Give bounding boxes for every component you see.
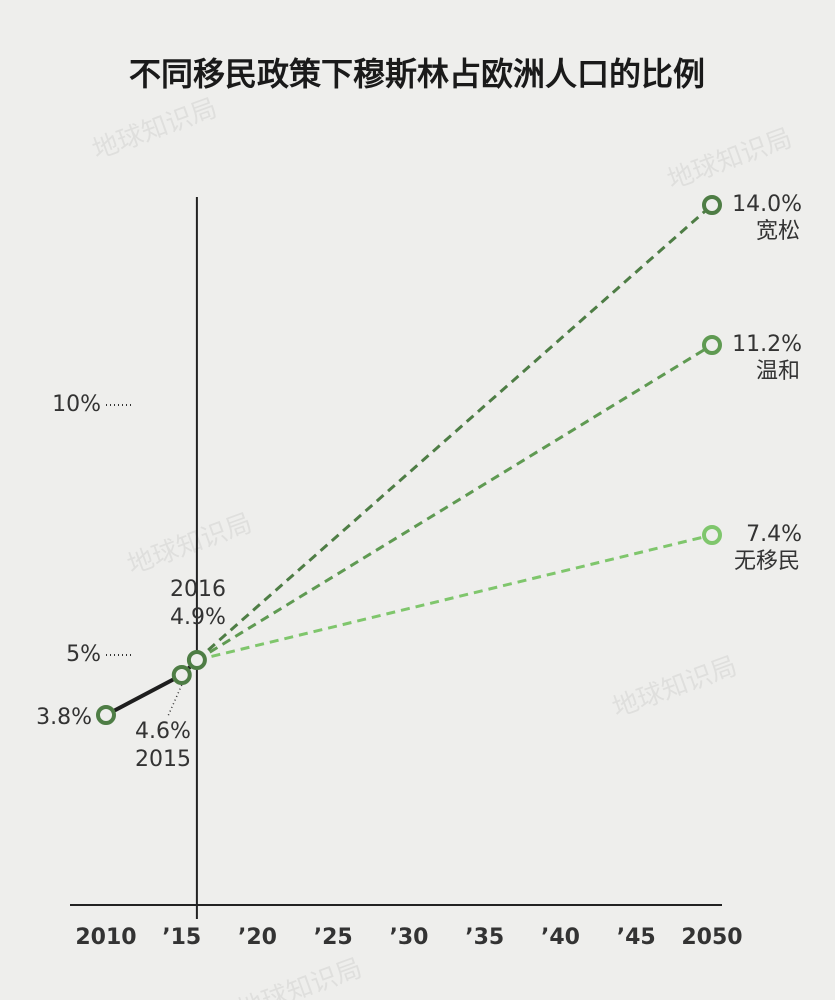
- legend-label: 温和: [756, 359, 800, 384]
- x-tick-label: ’25: [314, 925, 353, 950]
- scenario-line: [196, 533, 713, 662]
- x-tick-label: ’45: [617, 925, 656, 950]
- x-tick-label: 2010: [75, 925, 136, 950]
- x-tick-label: ’35: [465, 925, 504, 950]
- y-tick-label: 5%: [66, 642, 101, 667]
- x-tick-label: ’20: [238, 925, 277, 950]
- x-tick-label: ’40: [541, 925, 580, 950]
- x-tick-label: ’30: [390, 925, 429, 950]
- chart-title: 不同移民政策下穆斯林占欧洲人口的比例: [129, 55, 705, 93]
- legend-label: 无移民: [734, 549, 800, 574]
- point: [171, 665, 192, 685]
- point: [702, 525, 722, 545]
- scenario-line: [195, 203, 713, 662]
- point: [702, 195, 722, 215]
- value-label: 4.9%: [170, 605, 226, 630]
- point: [702, 335, 722, 355]
- year-label: 2015: [135, 747, 191, 772]
- value-label: 14.0%: [732, 192, 802, 217]
- value-label: 11.2%: [732, 332, 802, 357]
- year-label: 2016: [170, 577, 226, 602]
- annotation-leader: [167, 684, 183, 717]
- x-tick-label: ’15: [162, 925, 201, 950]
- point: [96, 705, 116, 725]
- scenario-line: [196, 343, 713, 662]
- legend-label: 宽松: [756, 219, 800, 244]
- value-label: 4.6%: [135, 719, 191, 744]
- value-label: 3.8%: [36, 705, 92, 730]
- x-tick-label: 2050: [681, 925, 742, 950]
- value-label: 7.4%: [746, 522, 802, 547]
- y-tick-label: 10%: [52, 392, 101, 417]
- point: [186, 650, 207, 670]
